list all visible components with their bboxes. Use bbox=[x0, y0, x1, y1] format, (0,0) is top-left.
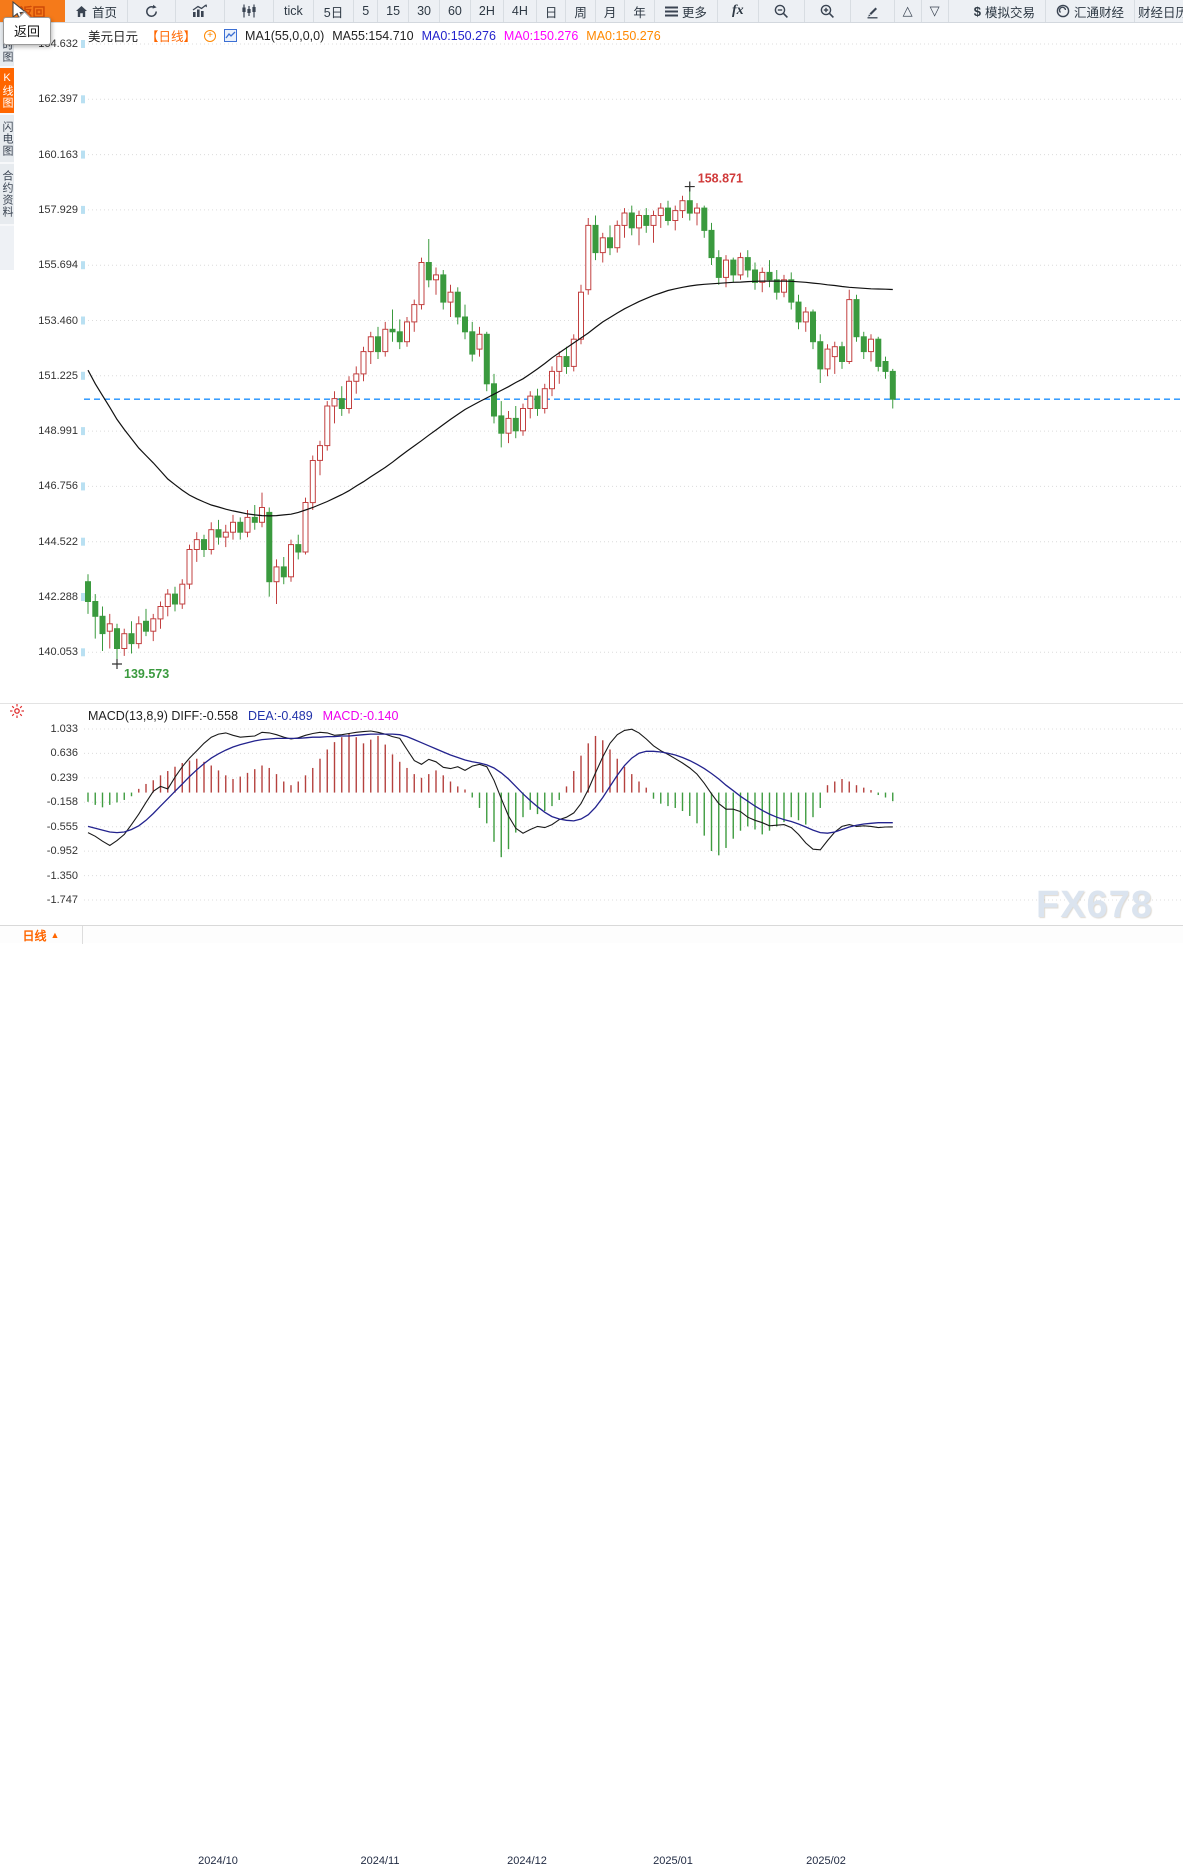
tf-60min-button[interactable]: 60 bbox=[440, 0, 471, 22]
trend-chart-icon bbox=[192, 4, 207, 17]
tf-year-button[interactable]: 年 bbox=[625, 0, 655, 22]
ma0-magenta-value: MA0:150.276 bbox=[503, 28, 579, 43]
sidebar-tab-kline[interactable]: K线图 bbox=[0, 68, 14, 115]
panel-divider bbox=[0, 703, 1183, 704]
tf-month-button[interactable]: 月 bbox=[596, 0, 626, 22]
macd-y-tick: -0.555 bbox=[46, 820, 78, 833]
triangle-up-icon: △ bbox=[902, 3, 913, 18]
ma0-blue-value: MA0:150.276 bbox=[421, 28, 496, 43]
bottom-bar: 日线 ▲ 2024/10 2024/11 2024/12 2025/01 2025/02 bbox=[0, 925, 1183, 1867]
huitong-button[interactable]: 汇通财经 bbox=[1046, 0, 1135, 22]
macd-value: MACD:-0.140 bbox=[322, 709, 399, 723]
triangle-down-icon: ▽ bbox=[929, 3, 940, 18]
sim-trading-label: 模拟交易 bbox=[984, 5, 1035, 20]
sidebar-tab-lightning[interactable]: 闪电图 bbox=[0, 115, 14, 164]
indicator-fx-button[interactable]: fx bbox=[718, 0, 759, 22]
main-y-tick: 146.756 bbox=[38, 480, 78, 493]
main-y-tick: 155.694 bbox=[38, 259, 78, 272]
tf-2h-button[interactable]: 2H bbox=[471, 0, 504, 22]
main-y-tick: 151.225 bbox=[38, 369, 78, 382]
pencil-icon bbox=[867, 7, 878, 18]
calendar-label: 财经日历 bbox=[1138, 5, 1183, 20]
dollar-icon: $ bbox=[973, 3, 981, 19]
macd-title-diff: MACD(13,8,9) DIFF:-0.558 bbox=[88, 709, 239, 723]
back-tooltip: 返回 bbox=[3, 17, 52, 45]
x-axis-label: 2024/10 bbox=[198, 1855, 238, 1867]
macd-y-tick: 0.239 bbox=[50, 771, 78, 784]
ma55-value: MA55:154.710 bbox=[332, 28, 414, 43]
tf-5day-button[interactable]: 5日 bbox=[314, 0, 355, 22]
marker-down-button[interactable]: ▽ bbox=[922, 0, 949, 22]
tf-day-button[interactable]: 日 bbox=[537, 0, 567, 22]
period-selector-label: 日线 bbox=[22, 928, 47, 943]
candlestick-icon bbox=[242, 4, 256, 18]
candlestick-chart[interactable]: 158.871 139.573 bbox=[0, 0, 1183, 943]
huitong-label: 汇通财经 bbox=[1073, 5, 1124, 20]
macd-y-tick: 1.033 bbox=[50, 723, 78, 735]
macd-y-tick: -0.158 bbox=[46, 796, 78, 809]
main-y-tick: 153.460 bbox=[38, 314, 78, 327]
zoom-in-button[interactable] bbox=[805, 0, 851, 22]
mini-chart-icon bbox=[224, 29, 238, 42]
top-toolbar: 返回 首页 tick 5日 5 15 30 60 2H 4H 日 周 月 年 bbox=[0, 0, 1183, 23]
main-y-tick: 142.288 bbox=[38, 591, 78, 603]
home-icon bbox=[76, 5, 87, 17]
left-sidebar: 分时图 K线图 闪电图 合约资料 bbox=[0, 23, 14, 270]
draw-button[interactable] bbox=[851, 0, 895, 22]
trend-chart-button[interactable] bbox=[176, 0, 226, 22]
refresh-button[interactable] bbox=[128, 0, 177, 22]
low-annotation: 139.573 bbox=[124, 667, 169, 681]
period-selector[interactable]: 日线 ▲ bbox=[0, 926, 83, 944]
tf-5min-button[interactable]: 5 bbox=[354, 0, 379, 22]
macd-legend: MACD(13,8,9) DIFF:-0.558 DEA:-0.489 MACD… bbox=[88, 709, 398, 723]
hamburger-icon bbox=[664, 6, 678, 16]
x-axis-label: 2024/12 bbox=[507, 1855, 547, 1867]
ma0-orange-value: MA0:150.276 bbox=[586, 28, 661, 43]
more-button[interactable]: 更多 bbox=[655, 0, 718, 22]
main-y-tick: 144.522 bbox=[38, 535, 78, 548]
watermark: FX678 bbox=[1036, 884, 1153, 926]
sidebar-tab-contract-info[interactable]: 合约资料 bbox=[0, 164, 14, 226]
x-axis-label: 2025/01 bbox=[653, 1855, 693, 1867]
fx-icon: fx bbox=[731, 3, 744, 18]
marker-up-button[interactable]: △ bbox=[895, 0, 922, 22]
chart-legend: 美元日元 【日线】 + MA1(55,0,0,0) MA55:154.710 M… bbox=[88, 26, 661, 45]
calendar-button[interactable]: 财经日历 bbox=[1135, 0, 1183, 22]
main-y-tick: 148.991 bbox=[38, 425, 78, 438]
macd-dea-value: DEA:-0.489 bbox=[248, 709, 313, 723]
tf-tick-button[interactable]: tick bbox=[274, 0, 314, 22]
tf-week-button[interactable]: 周 bbox=[566, 0, 596, 22]
zoom-in-icon bbox=[820, 4, 834, 18]
x-axis-label: 2024/11 bbox=[360, 1855, 400, 1867]
macd-y-tick: -1.350 bbox=[46, 869, 78, 882]
high-annotation: 158.871 bbox=[698, 172, 743, 186]
home-button[interactable]: 首页 bbox=[65, 0, 129, 22]
zoom-out-button[interactable] bbox=[759, 0, 805, 22]
sim-trading-button[interactable]: $ 模拟交易 bbox=[964, 0, 1046, 22]
main-y-tick: 140.053 bbox=[38, 646, 78, 659]
x-axis-label: 2025/02 bbox=[806, 1855, 846, 1867]
more-label: 更多 bbox=[681, 5, 707, 20]
caret-up-icon: ▲ bbox=[50, 930, 60, 940]
huitong-logo-icon bbox=[1056, 4, 1070, 18]
add-indicator-icon[interactable]: + bbox=[204, 29, 217, 42]
zoom-out-icon bbox=[774, 4, 788, 18]
macd-y-tick: -0.952 bbox=[46, 845, 78, 858]
candlestick-view-button[interactable] bbox=[225, 0, 275, 22]
ma-param-label: MA1(55,0,0,0) bbox=[245, 28, 325, 43]
tf-15min-button[interactable]: 15 bbox=[378, 0, 410, 22]
macd-settings-icon[interactable] bbox=[9, 703, 25, 719]
main-y-tick: 162.397 bbox=[38, 93, 78, 106]
period-label: 【日线】 bbox=[146, 30, 197, 44]
refresh-icon bbox=[146, 4, 157, 17]
macd-y-tick: 0.636 bbox=[50, 747, 78, 760]
home-label: 首页 bbox=[92, 5, 118, 20]
symbol-name: 美元日元 bbox=[88, 30, 139, 44]
macd-y-tick: -1.747 bbox=[46, 894, 78, 906]
tf-30min-button[interactable]: 30 bbox=[409, 0, 440, 22]
main-y-tick: 160.163 bbox=[38, 148, 78, 161]
main-y-tick: 157.929 bbox=[38, 203, 78, 216]
tf-4h-button[interactable]: 4H bbox=[504, 0, 537, 22]
